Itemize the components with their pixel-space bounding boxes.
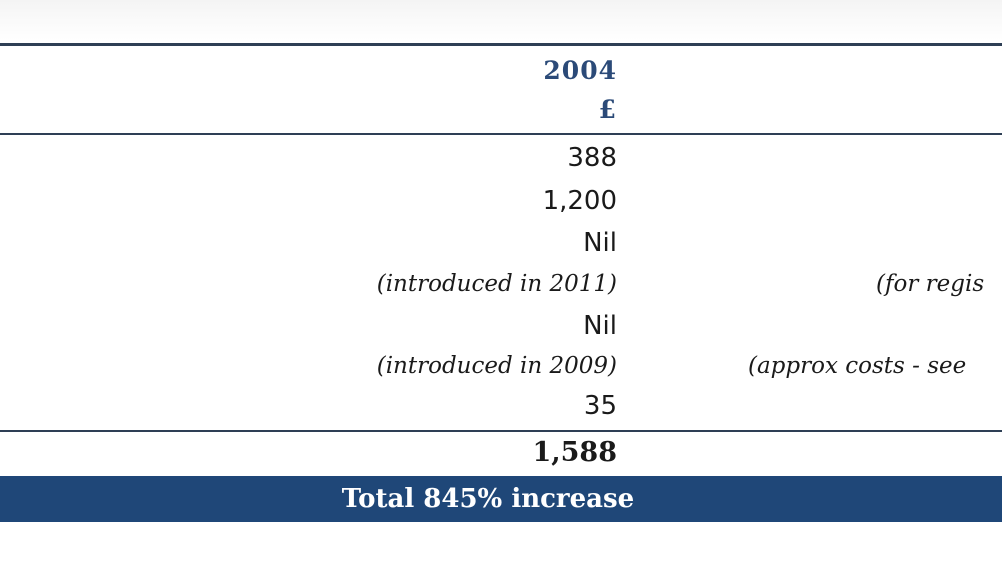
header-bottom-rule [0,133,1002,135]
row-value: 1,200 [542,186,617,216]
total-value: 1,588 [532,437,617,468]
row-note: (introduced in 2009) [376,353,617,379]
row-right-note: (for regis [876,271,985,297]
row-value: Nil [583,311,617,341]
column-header-year: 2004 [543,56,617,85]
row-right-note: (approx costs - see [748,353,967,379]
row-value: 35 [583,391,617,421]
column-header-unit: £ [598,95,617,124]
banner-text: Total 845% increase [341,484,635,514]
row-note: (introduced in 2011) [376,271,617,297]
total-top-rule [0,430,1002,432]
row-value: Nil [583,228,617,258]
table-top-rule [0,43,1002,46]
cropped-header-area [0,0,1002,40]
row-value: 388 [567,143,617,173]
total-increase-banner: Total 845% increase [0,476,1002,522]
